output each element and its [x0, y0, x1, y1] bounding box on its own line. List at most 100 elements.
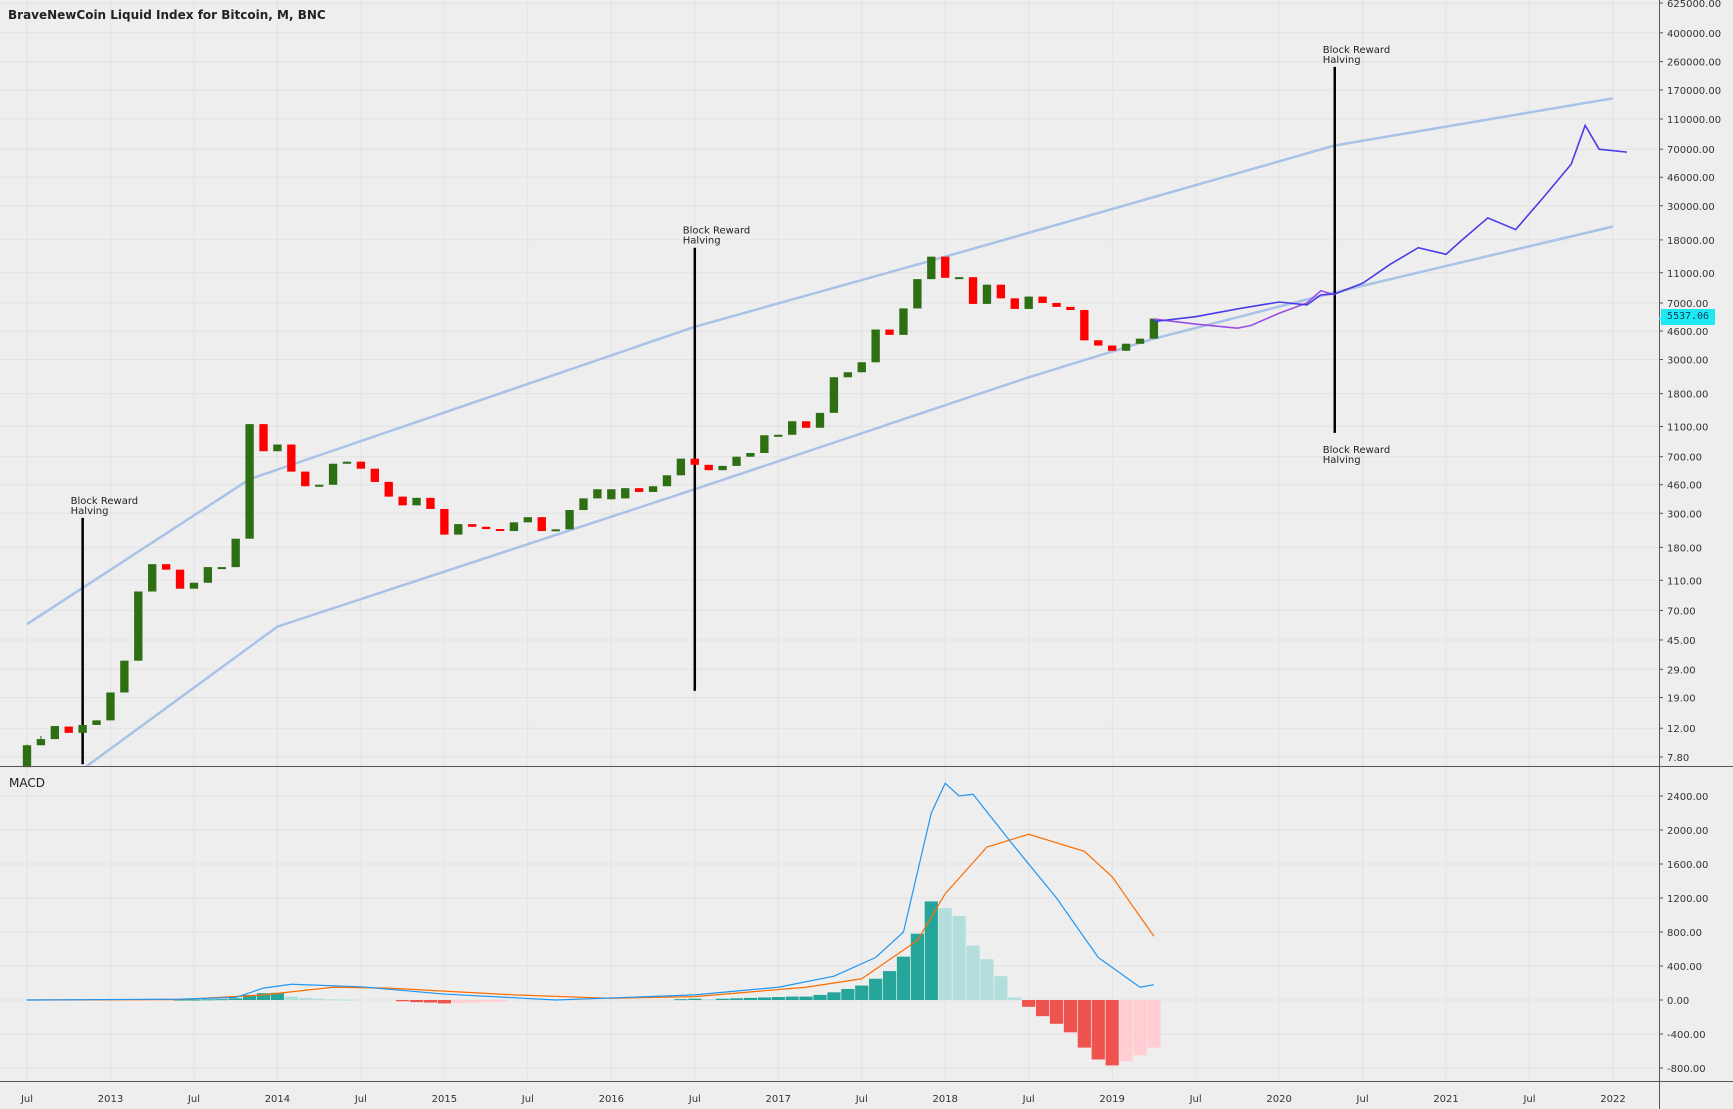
candle-body	[941, 256, 950, 278]
macd-axis-tick-label: 0.00	[1667, 996, 1689, 1007]
candle-body	[968, 277, 978, 304]
macd-histogram-bar	[201, 999, 215, 1001]
macd-pane-label: MACD	[9, 776, 45, 790]
macd-histogram-bar	[409, 1000, 424, 1003]
price-axis-tick-label: 700.00	[1667, 453, 1702, 464]
price-axis-tick-label: 30000.00	[1667, 202, 1715, 213]
candle-body	[690, 458, 699, 465]
macd-signal-line	[26, 833, 1155, 1001]
candle-body	[788, 421, 797, 435]
macd-histogram-bar	[298, 997, 312, 1000]
candle-body	[551, 529, 560, 532]
price-axis-tick-label: 7000.00	[1667, 299, 1708, 310]
macd-histogram-bar	[1049, 1000, 1064, 1024]
candle-body	[495, 529, 505, 532]
candles	[22, 256, 1159, 768]
candle-body	[64, 726, 73, 733]
candle-body	[481, 526, 491, 530]
time-axis-tick-label: Jul	[688, 1094, 701, 1105]
time-axis-tick-label: Jul	[1022, 1094, 1035, 1105]
macd-histogram-bar	[896, 956, 911, 1000]
candle-body	[746, 452, 755, 457]
projection-line-purple	[1153, 289, 1335, 329]
price-axis-tick-label: 18000.00	[1667, 236, 1715, 247]
candle-body	[565, 510, 574, 530]
candle-body	[148, 564, 157, 592]
candle-body	[1052, 302, 1061, 307]
candle-body	[342, 461, 352, 464]
macd-histogram-bar	[229, 998, 243, 1000]
macd-histogram-bar	[771, 997, 785, 1000]
macd-line	[26, 782, 1155, 1001]
macd-histogram-bar	[882, 971, 897, 1000]
candle-body	[732, 456, 741, 466]
candle-body	[885, 329, 894, 335]
time-axis-tick-label: Jul	[354, 1094, 367, 1105]
candle-body	[245, 424, 254, 539]
time-axis-tick-label: Jul	[1356, 1094, 1369, 1105]
chart-title: BraveNewCoin Liquid Index for Bitcoin, M…	[8, 8, 326, 22]
macd-histogram-bar	[1077, 1000, 1091, 1048]
time-axis-tick-label: Jul	[20, 1094, 33, 1105]
candle-body	[301, 471, 310, 487]
halving-label: Block Reward	[683, 226, 750, 237]
macd-histogram-bar	[757, 997, 771, 1000]
price-axis-tick-label: 260000.00	[1667, 58, 1721, 69]
candle-body	[634, 488, 644, 492]
candle-body	[996, 284, 1006, 299]
candle-body	[676, 458, 686, 476]
time-axis-tick-label: 2022	[1600, 1094, 1625, 1105]
candle-body	[440, 508, 449, 535]
macd-histogram-bar	[799, 996, 813, 1000]
macd-histogram-bar	[1008, 997, 1022, 1000]
time-axis-tick-label: 2015	[432, 1094, 457, 1105]
candle-body	[175, 569, 185, 589]
candle-body	[231, 538, 240, 568]
price-axis-tick-label: 460.00	[1667, 481, 1702, 492]
time-axis-tick-label: 2014	[265, 1094, 290, 1105]
macd-histogram-bar	[966, 945, 980, 1000]
macd-histogram-bar	[242, 994, 257, 1000]
macd-histogram-bar	[841, 988, 855, 1000]
candle-body	[648, 486, 658, 492]
candle-body	[468, 524, 477, 527]
price-axis-tick-label: 12.00	[1667, 724, 1696, 735]
price-axis-tick-label: 180.00	[1667, 543, 1702, 554]
price-axis-tick-label: 4600.00	[1667, 327, 1708, 338]
macd-histogram-bar	[910, 933, 924, 1000]
candle-body	[36, 739, 46, 746]
candle-body	[370, 468, 379, 482]
candle-body	[203, 567, 213, 583]
price-axis-tick-label: 3000.00	[1667, 356, 1708, 367]
time-axis-tick-label: 2017	[766, 1094, 791, 1105]
candle-body	[829, 377, 839, 413]
projection-line-blue	[1153, 123, 1627, 323]
macd-histogram-bar	[493, 1000, 507, 1002]
macd-histogram-bar	[1119, 1000, 1133, 1062]
macd-histogram-bar	[270, 992, 285, 1000]
time-axis-tick-label: Jul	[1522, 1094, 1535, 1105]
macd-histogram-bar	[813, 994, 827, 1000]
macd-axis-tick-label: -800.00	[1667, 1064, 1706, 1075]
macd-pane	[26, 782, 1161, 1066]
macd-axis-tick-label: -400.00	[1667, 1030, 1706, 1041]
last-price-tag: 5537.06	[1661, 309, 1715, 325]
macd-histogram-bar	[1022, 1000, 1036, 1007]
time-axis-tick-label: 2018	[932, 1094, 957, 1105]
macd-histogram-bar	[785, 996, 799, 1000]
candle-body	[92, 720, 101, 725]
macd-histogram-bar	[743, 997, 758, 1000]
candle-body	[760, 435, 769, 453]
price-axis-tick-label: 46000.00	[1667, 173, 1715, 184]
candle-body	[982, 284, 992, 304]
time-axis-tick-label: 2016	[599, 1094, 624, 1105]
macd-histogram-bar	[716, 998, 730, 1000]
macd-histogram-bar	[855, 985, 869, 1000]
macd-histogram-bar	[938, 908, 952, 1000]
candle-body	[1094, 340, 1103, 346]
macd-histogram-bar	[702, 999, 716, 1001]
candle-body	[774, 434, 783, 437]
macd-histogram-bar	[326, 999, 340, 1001]
